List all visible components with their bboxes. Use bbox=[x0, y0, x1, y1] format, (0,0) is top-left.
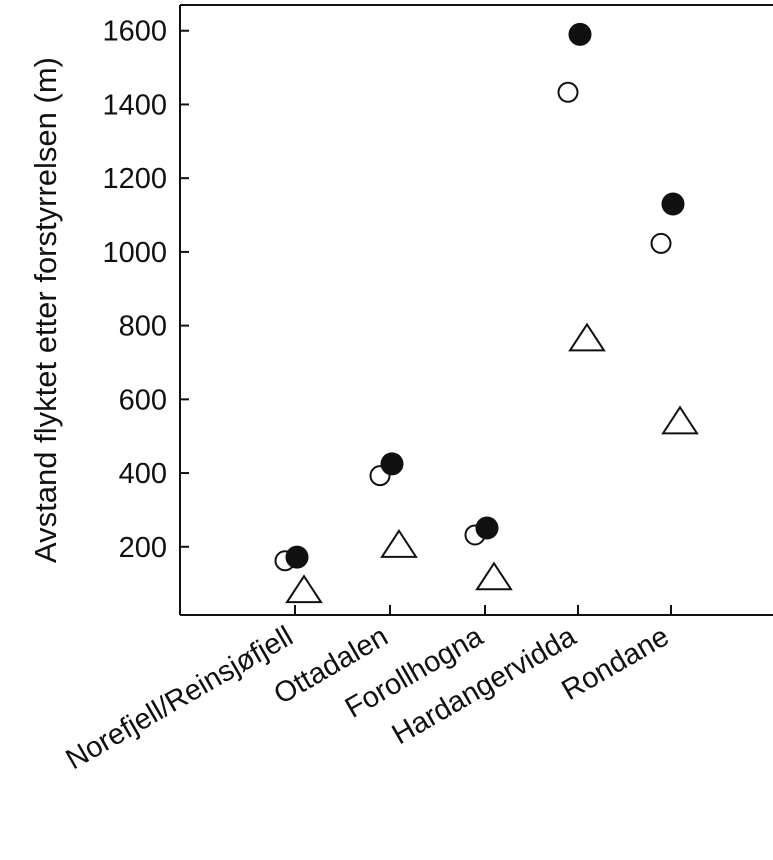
open-circle-point bbox=[557, 81, 579, 103]
open-circle-point bbox=[369, 465, 391, 487]
y-tick-label: 1200 bbox=[102, 163, 167, 195]
data-markers bbox=[274, 22, 699, 604]
filled-circle-point bbox=[380, 452, 404, 476]
y-tick-label: 400 bbox=[119, 458, 167, 490]
y-tick-label: 200 bbox=[119, 532, 167, 564]
filled-circle-point bbox=[661, 192, 685, 216]
x-tick-label: Rondane bbox=[557, 620, 675, 707]
filled-circle-point bbox=[285, 545, 309, 569]
open-triangle-point bbox=[475, 561, 513, 591]
x-axis-ticks: Norefjell/ReinsjøfjellOttadalenForollhog… bbox=[61, 605, 675, 776]
y-axis-label: Avstand flyktet etter forstyrrelsen (m) bbox=[28, 57, 63, 563]
plot-frame bbox=[179, 4, 773, 616]
open-triangle-point bbox=[661, 405, 699, 435]
open-circle-point bbox=[650, 232, 672, 254]
y-axis-ticks: 200 400 600 800 1000 1200 1400 1600 bbox=[102, 16, 189, 564]
y-tick-label: 1000 bbox=[102, 237, 167, 269]
open-triangle-point bbox=[568, 322, 606, 352]
y-tick-label: 1400 bbox=[102, 89, 167, 121]
filled-circle-point bbox=[475, 516, 499, 540]
y-tick-label: 800 bbox=[119, 311, 167, 343]
open-triangle-point bbox=[285, 574, 323, 604]
y-tick-label: 1600 bbox=[102, 16, 167, 48]
x-tick-label: Norefjell/Reinsjøfjell bbox=[61, 620, 299, 776]
y-tick-label: 600 bbox=[119, 384, 167, 416]
filled-circle-point bbox=[568, 22, 592, 46]
open-triangle-point bbox=[380, 529, 418, 558]
